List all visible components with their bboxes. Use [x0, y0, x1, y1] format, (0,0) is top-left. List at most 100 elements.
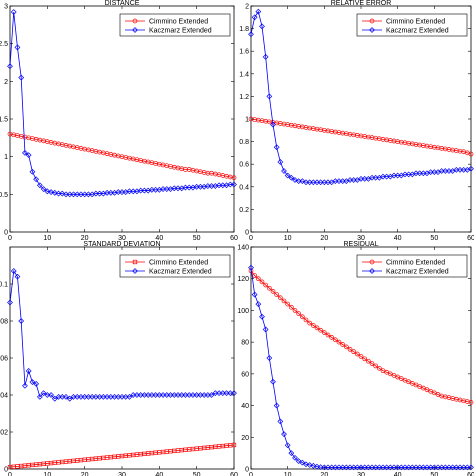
- residual-x-tick-label: 50: [430, 472, 438, 476]
- standard-deviation-kaczmarz-point: [81, 393, 88, 400]
- distance-kaczmarz-point: [36, 182, 43, 189]
- standard-deviation-axes-box: [9, 246, 235, 470]
- standard-deviation-kaczmarz-point: [78, 393, 84, 400]
- residual-y-tick-label: 20: [241, 435, 249, 442]
- standard-deviation-kaczmarz-line: [9, 269, 234, 400]
- distance-kaczmarz-point: [25, 152, 32, 159]
- standard-deviation-x-tick-label: 60: [230, 472, 238, 476]
- standard-deviation-kaczmarz-point: [59, 393, 66, 400]
- relative-error-y-tick-label: 0.6: [239, 162, 249, 169]
- residual-y-tick-label: 60: [241, 371, 249, 378]
- distance-kaczmarz-point: [182, 184, 189, 191]
- residual-cimmino-point: [373, 363, 379, 369]
- standard-deviation-x-tick-label: 30: [118, 472, 126, 476]
- distance-kaczmarz-point: [70, 191, 77, 198]
- distance-kaczmarz-point: [160, 186, 166, 192]
- residual-cimmino-point: [307, 320, 313, 326]
- distance-y-tick-label: 1: [4, 154, 8, 161]
- standard-deviation-kaczmarz-point: [85, 393, 92, 400]
- relative-error-y-tick-label: 1.6: [239, 49, 249, 56]
- distance-kaczmarz-point: [152, 186, 159, 193]
- residual-kaczmarz-point: [273, 402, 280, 409]
- distance-kaczmarz-point: [10, 9, 17, 15]
- residual-cimmino-point: [358, 354, 364, 359]
- standard-deviation-kaczmarz-point: [152, 392, 159, 398]
- residual-kaczmarz-point: [306, 462, 313, 468]
- distance-x-tick-label: 60: [230, 235, 238, 242]
- relative-error-kaczmarz-point: [277, 159, 284, 165]
- distance-cimmino-line: [9, 133, 235, 179]
- standard-deviation-kaczmarz-point: [126, 393, 133, 400]
- residual-y-tick-label: 140: [237, 245, 249, 252]
- standard-deviation-kaczmarz-point: [122, 393, 129, 400]
- relative-error-kaczmarz-point: [292, 177, 298, 183]
- distance-kaczmarz-point: [197, 183, 204, 190]
- residual-cimmino-point: [340, 342, 346, 347]
- distance-kaczmarz-point: [51, 189, 58, 196]
- residual-chart: 0 10 20 30 40 50 60 0 20 40 60 80 100 120 140 RESIDUAL C…: [237, 241, 474, 476]
- relative-error-kaczmarz-point: [468, 165, 474, 172]
- residual-cimmino-point: [332, 337, 338, 343]
- relative-error-x-tick-label: 20: [320, 235, 328, 242]
- residual-legend: Cimmino Extended Kaczmarz Extended: [356, 254, 468, 278]
- residual-cimmino-point: [354, 351, 360, 357]
- residual-kaczmarz-point: [266, 355, 273, 361]
- distance-kaczmarz-point: [163, 186, 170, 192]
- distance-kaczmarz-point: [137, 187, 144, 194]
- relative-error-y-tick-label: 0.2: [239, 207, 249, 214]
- distance-kaczmarz-point: [107, 189, 114, 196]
- standard-deviation-kaczmarz-point: [18, 318, 25, 324]
- distance-kaczmarz-point: [85, 191, 92, 198]
- standard-deviation-kaczmarz-point: [145, 392, 152, 398]
- residual-x-tick-label: 10: [284, 472, 292, 476]
- standard-deviation-legend: Cimmino Extended Kaczmarz Extended: [119, 254, 231, 278]
- relative-error-kaczmarz-point: [266, 93, 273, 100]
- standard-deviation-kaczmarz-point: [186, 392, 193, 398]
- standard-deviation-kaczmarz-point: [40, 390, 47, 397]
- distance-kaczmarz-point: [7, 63, 13, 70]
- distance-kaczmarz-point: [130, 188, 137, 195]
- distance-kaczmarz-point: [175, 185, 181, 192]
- standard-deviation-kaczmarz-point: [171, 392, 178, 398]
- standard-deviation-kaczmarz-point: [10, 268, 17, 274]
- residual-x-tick-label: 20: [320, 472, 328, 476]
- standard-deviation-y-tick-label: 0.06: [0, 356, 8, 363]
- distance-kaczmarz-point: [119, 189, 125, 195]
- standard-deviation-cimmino-line: [9, 444, 235, 468]
- residual-y-tick-label: 80: [241, 340, 249, 347]
- standard-deviation-kaczmarz-point: [22, 382, 28, 389]
- standard-deviation-kaczmarz-point: [193, 392, 200, 398]
- standard-deviation-y-tick-label: 0.1: [0, 282, 8, 289]
- standard-deviation-kaczmarz-point: [182, 392, 189, 398]
- standard-deviation-kaczmarz-point: [107, 393, 114, 400]
- distance-kaczmarz-point: [204, 183, 211, 189]
- standard-deviation-kaczmarz-point: [134, 392, 140, 398]
- residual-kaczmarz-point: [288, 450, 295, 457]
- residual-kaczmarz-point: [468, 464, 474, 471]
- distance-kaczmarz-point: [81, 191, 88, 198]
- residual-legend-marker: [369, 268, 375, 274]
- distance-kaczmarz-point: [96, 190, 103, 197]
- residual-title: RESIDUAL: [343, 241, 378, 248]
- distance-kaczmarz-point: [115, 189, 122, 195]
- residual-cimmino-point: [310, 323, 316, 328]
- distance-kaczmarz-line: [9, 11, 234, 195]
- distance-kaczmarz-point: [33, 176, 40, 183]
- residual-cimmino-point: [325, 332, 331, 338]
- residual-kaczmarz-point: [262, 326, 269, 333]
- distance-kaczmarz-point: [219, 182, 226, 189]
- distance-legend-marker: [132, 27, 138, 33]
- standard-deviation-kaczmarz-point: [70, 393, 77, 400]
- relative-error-y-tick-label: 0.8: [239, 139, 249, 146]
- residual-cimmino-point: [285, 301, 291, 307]
- standard-deviation-kaczmarz-point: [89, 393, 96, 400]
- standard-deviation-kaczmarz-point: [25, 368, 32, 374]
- distance-title: DISTANCE: [105, 0, 140, 7]
- standard-deviation-y-tick-label: 0.02: [0, 430, 8, 437]
- standard-deviation-legend-label: Cimmino Extended: [149, 260, 208, 267]
- distance-y-tick-label: 1.5: [0, 117, 8, 124]
- relative-error-kaczmarz-point: [270, 121, 276, 128]
- standard-deviation-kaczmarz-point: [130, 392, 137, 398]
- residual-cimmino-point: [255, 276, 261, 282]
- relative-error-kaczmarz-line: [250, 10, 472, 183]
